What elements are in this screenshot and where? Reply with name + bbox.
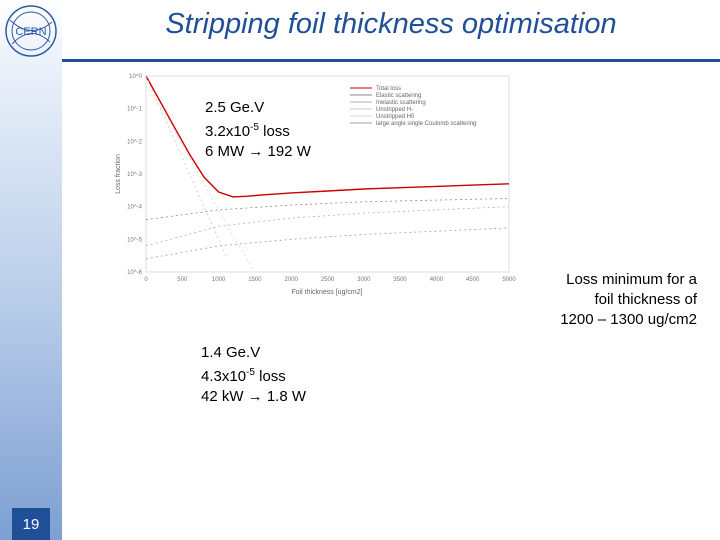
x-axis-label: Foil thickness [ug/cm2] [291,289,362,296]
svg-text:CERN: CERN [15,26,46,38]
y-tick-label: 10^-2 [127,139,142,145]
annotation-2-5-gev: 2.5 Ge.V 3.2x10-5 loss 6 MW → 192 W [205,98,311,162]
slide-title: Stripping foil thickness optimisation [165,8,617,40]
legend-entry: Elastic scattering [376,93,421,99]
x-tick-label: 2000 [285,277,299,283]
loss-vs-thickness-chart: 10^0 10^-1 10^-2 10^-3 10^-4 10^-5 10^-6 0 500 1… [112,68,532,298]
cern-logo: CERN [5,5,57,57]
conclusion-line-1: Loss minimum for a [566,271,697,288]
y-tick-label: 10^-6 [127,270,142,276]
x-tick-label: 5000 [502,277,516,283]
energy-label: 2.5 Ge.V [205,99,265,116]
y-tick-label: 10^-3 [127,172,142,178]
series-line [145,75,227,256]
power-label: 6 MW → 192 W [205,143,311,160]
x-tick-label: 2500 [321,277,335,283]
y-tick-label: 10^-5 [127,237,142,243]
legend-entry: Unstripped H- [376,107,413,113]
legend-entry: Total loss [376,86,401,92]
x-tick-label: 3000 [357,277,371,283]
plot-frame [145,75,510,273]
sidebar-band: CERN 19 [0,0,62,540]
y-axis-label: Loss fraction [115,154,122,194]
x-tick-label: 3500 [393,277,407,283]
page-number: 19 [12,508,50,540]
x-tick-label: 4000 [430,277,444,283]
x-tick-label: 500 [177,277,188,283]
y-tick-label: 10^-4 [127,205,142,211]
series-line [145,227,510,260]
loss-label: 3.2x10-5 loss [205,122,290,140]
x-tick-label: 0 [144,277,148,283]
legend-entry: Unstripped H0 [376,114,415,120]
x-tick-label: 1000 [212,277,226,283]
series-line [145,206,510,247]
y-tick-label: 10^0 [129,74,142,80]
legend-entry: large angle single Coulomb scattering [376,121,476,127]
conclusion-line-2: foil thickness of [594,291,697,308]
conclusion-line-3: 1200 – 1300 ug/cm2 [560,311,697,328]
annotation-1-4-gev: 1.4 Ge.V 4.3x10-5 loss 42 kW → 1.8 W [201,343,306,407]
energy-label: 1.4 Ge.V [201,344,261,361]
series-line [145,198,510,221]
title-divider [62,59,720,62]
conclusion-note: Loss minimum for a foil thickness of 120… [522,270,697,330]
power-label: 42 kW → 1.8 W [201,388,307,405]
x-tick-label: 1500 [248,277,262,283]
legend-entry: Inelastic scattering [376,100,426,106]
x-tick-label: 4500 [466,277,480,283]
series-line [145,75,510,198]
y-tick-label: 10^-1 [127,107,142,113]
series-line [145,85,256,273]
loss-label: 4.3x10-5 loss [201,367,286,385]
